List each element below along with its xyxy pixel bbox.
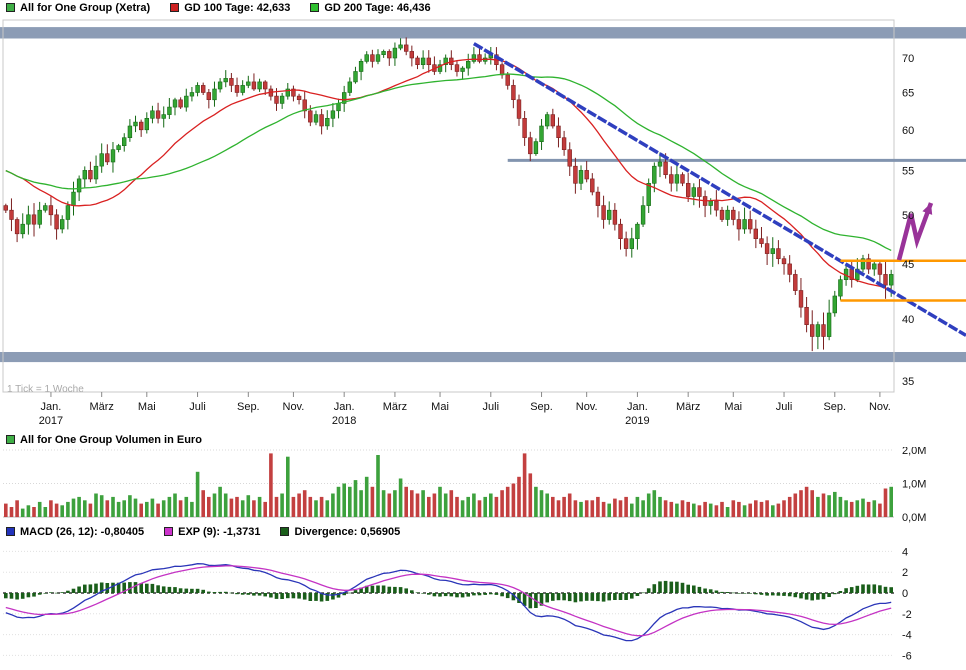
svg-text:März: März	[383, 401, 407, 413]
svg-text:55: 55	[902, 165, 914, 177]
legend-item: Divergence: 0,56905	[280, 526, 400, 538]
legend-swatch-icon	[164, 527, 173, 536]
svg-text:70: 70	[902, 53, 914, 65]
tick-note: 1 Tick = 1 Woche	[7, 384, 84, 395]
legend-swatch-icon	[170, 3, 179, 12]
svg-text:60: 60	[902, 125, 914, 137]
price-chart-legend: All for One Group (Xetra) GD 100 Tage: 42…	[6, 1, 431, 14]
svg-text:50: 50	[902, 210, 914, 222]
legend-label: All for One Group Volumen in Euro	[20, 434, 202, 446]
svg-text:Juli: Juli	[483, 401, 500, 413]
svg-text:Juli: Juli	[189, 401, 206, 413]
svg-text:2018: 2018	[332, 415, 356, 427]
stock-chart-page: { "main_chart": { "legend": [ {"label": …	[0, 0, 966, 670]
legend-label: GD 200 Tage: 46,436	[324, 2, 430, 14]
legend-item: GD 100 Tage: 42,633	[170, 2, 290, 14]
legend-label: MACD (26, 12): -0,80405	[20, 526, 144, 538]
macd-chart-canvas[interactable]: 4 2 0 -2 -4 -6	[0, 540, 966, 670]
svg-text:4: 4	[902, 546, 908, 558]
svg-text:-6: -6	[902, 650, 912, 662]
svg-text:Juli: Juli	[776, 401, 793, 413]
svg-text:0: 0	[902, 588, 908, 600]
svg-text:Jan.: Jan.	[627, 401, 648, 413]
legend-swatch-icon	[6, 3, 15, 12]
svg-text:45: 45	[902, 259, 914, 271]
volume-chart-canvas[interactable]: 2,0M 1,0M 0,0M	[0, 447, 966, 525]
svg-text:-4: -4	[902, 630, 912, 642]
svg-text:2: 2	[902, 567, 908, 579]
volume-chart-legend: All for One Group Volumen in Euro	[6, 433, 202, 446]
svg-text:März: März	[89, 401, 113, 413]
legend-swatch-icon	[6, 527, 15, 536]
legend-item: GD 200 Tage: 46,436	[310, 2, 430, 14]
svg-text:1,0M: 1,0M	[902, 479, 926, 491]
svg-text:März: März	[676, 401, 700, 413]
svg-text:Sep.: Sep.	[530, 401, 553, 413]
svg-text:Mai: Mai	[724, 401, 742, 413]
legend-label: GD 100 Tage: 42,633	[184, 2, 290, 14]
svg-text:Nov.: Nov.	[869, 401, 891, 413]
svg-text:0,0M: 0,0M	[902, 512, 926, 524]
svg-text:Nov.: Nov.	[576, 401, 598, 413]
legend-swatch-icon	[6, 435, 15, 444]
svg-text:Mai: Mai	[431, 401, 449, 413]
price-chart-canvas[interactable]: 70 65 60 55 50 45 40 35 Jan. 2017 März Mai Juli Sep. N…	[0, 14, 966, 434]
svg-text:Sep.: Sep.	[823, 401, 846, 413]
legend-swatch-icon	[280, 527, 289, 536]
svg-text:2,0M: 2,0M	[902, 447, 926, 457]
svg-text:65: 65	[902, 88, 914, 100]
svg-text:2017: 2017	[39, 415, 63, 427]
legend-item: All for One Group (Xetra)	[6, 2, 150, 14]
svg-text:Jan.: Jan.	[334, 401, 355, 413]
svg-text:Mai: Mai	[138, 401, 156, 413]
svg-text:35: 35	[902, 376, 914, 388]
svg-text:Nov.: Nov.	[283, 401, 305, 413]
svg-text:Jan.: Jan.	[41, 401, 62, 413]
svg-text:-2: -2	[902, 609, 912, 621]
legend-label: EXP (9): -1,3731	[178, 526, 260, 538]
svg-text:Sep.: Sep.	[237, 401, 260, 413]
legend-label: Divergence: 0,56905	[294, 526, 400, 538]
svg-text:40: 40	[902, 314, 914, 326]
macd-chart-legend: MACD (26, 12): -0,80405 EXP (9): -1,3731 D…	[6, 525, 400, 538]
legend-item: All for One Group Volumen in Euro	[6, 434, 202, 446]
legend-label: All for One Group (Xetra)	[20, 2, 150, 14]
legend-swatch-icon	[310, 3, 319, 12]
svg-text:2019: 2019	[625, 415, 649, 427]
legend-item: MACD (26, 12): -0,80405	[6, 526, 144, 538]
legend-item: EXP (9): -1,3731	[164, 526, 260, 538]
